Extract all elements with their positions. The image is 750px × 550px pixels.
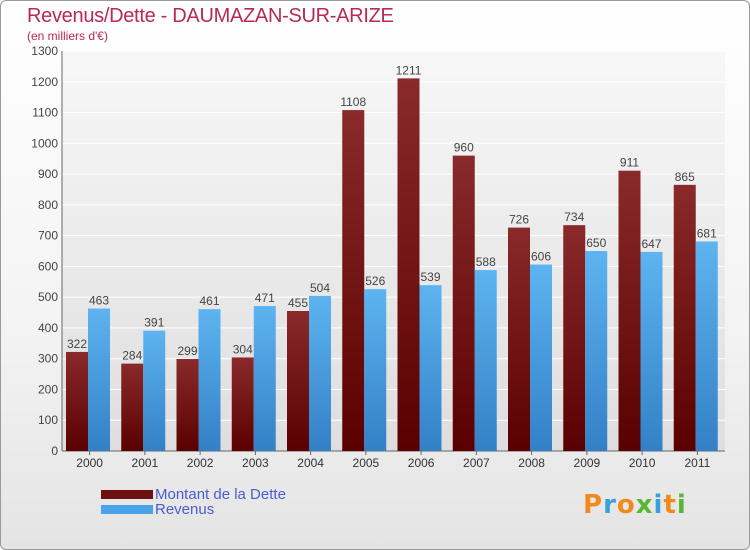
y-tick-label: 100 <box>38 413 58 427</box>
legend-swatch-revenue <box>101 505 153 514</box>
bar-revenue-2010 <box>640 251 663 451</box>
y-tick-label: 500 <box>38 290 58 304</box>
bar-debt-2011 <box>673 184 696 451</box>
bar-revenue-2008 <box>530 264 552 451</box>
data-label-debt-2009: 734 <box>564 210 584 224</box>
legend-swatch-debt <box>101 490 153 499</box>
bar-revenue-2005 <box>364 289 387 451</box>
bar-debt-2007 <box>452 155 475 451</box>
data-label-debt-2011: 865 <box>675 170 695 184</box>
data-label-debt-2002: 299 <box>177 344 197 358</box>
logo-letter: P <box>583 490 604 520</box>
x-tick-label-2011: 2011 <box>684 456 710 470</box>
bar-debt-2000 <box>66 351 88 451</box>
x-tick-label-2002: 2002 <box>187 456 214 470</box>
y-tick-label: 0 <box>51 444 58 458</box>
data-label-revenue-2003: 471 <box>255 291 275 305</box>
legend-label-revenue: Revenus <box>155 501 215 518</box>
bar-debt-2010 <box>618 170 641 451</box>
x-tick-label-2010: 2010 <box>629 456 656 470</box>
logo-letter: t <box>663 490 677 520</box>
bar-debt-2002 <box>176 359 199 451</box>
x-tick-label-2003: 2003 <box>242 456 269 470</box>
bar-revenue-2000 <box>88 308 110 451</box>
bar-debt-2001 <box>121 363 144 451</box>
data-label-revenue-2001: 391 <box>144 316 164 330</box>
bar-debt-2006 <box>397 78 420 451</box>
bar-debt-2005 <box>342 110 365 452</box>
bar-debt-2009 <box>563 225 586 451</box>
y-tick-label: 1200 <box>31 75 58 89</box>
data-label-revenue-2007: 588 <box>476 255 496 269</box>
plot-area <box>62 51 725 451</box>
y-tick-label: 900 <box>38 167 58 181</box>
logo-letter: i <box>676 490 687 520</box>
bar-revenue-2007 <box>474 270 497 451</box>
data-label-revenue-2002: 461 <box>199 294 219 308</box>
data-label-revenue-2009: 650 <box>586 236 606 250</box>
x-tick-label-2009: 2009 <box>574 456 601 470</box>
data-label-revenue-2004: 504 <box>310 281 330 295</box>
data-label-revenue-2005: 526 <box>365 274 385 288</box>
x-tick-label-2005: 2005 <box>353 456 380 470</box>
bar-revenue-2003 <box>253 306 276 451</box>
data-label-debt-2010: 911 <box>620 156 639 170</box>
data-label-revenue-2008: 606 <box>531 250 551 264</box>
data-label-debt-2005: 1108 <box>340 95 366 109</box>
y-tick-label: 800 <box>38 198 58 212</box>
x-tick-label-2008: 2008 <box>518 456 545 470</box>
logo-letter: r <box>603 490 617 520</box>
y-tick-label: 600 <box>38 259 58 273</box>
y-tick-label: 300 <box>38 352 58 366</box>
data-label-debt-2004: 455 <box>288 296 308 310</box>
data-label-debt-2003: 304 <box>233 342 253 356</box>
data-label-debt-2006: 1211 <box>396 63 422 77</box>
x-tick-label-2006: 2006 <box>408 456 435 470</box>
chart-subtitle: (en milliers d'€) <box>27 29 108 43</box>
y-tick-label: 1000 <box>31 136 58 150</box>
bar-revenue-2011 <box>695 241 718 451</box>
bar-revenue-2004 <box>309 295 331 451</box>
y-tick-label: 1100 <box>32 106 58 120</box>
chart-title: Revenus/Dette - DAUMAZAN-SUR-ARIZE <box>27 5 394 27</box>
data-label-revenue-2010: 647 <box>641 237 661 251</box>
proxiti-logo: Proxiti <box>583 490 687 520</box>
data-label-debt-2007: 960 <box>454 141 474 155</box>
x-tick-label-2000: 2000 <box>76 456 103 470</box>
bar-debt-2008 <box>508 227 530 451</box>
y-tick-label: 400 <box>38 321 58 335</box>
x-tick-label-2007: 2007 <box>463 456 490 470</box>
data-label-debt-2008: 726 <box>509 213 529 227</box>
logo-letter: x <box>635 490 654 520</box>
y-tick-label: 200 <box>38 382 58 396</box>
logo-letter: o <box>616 490 636 520</box>
bar-revenue-2009 <box>585 251 608 451</box>
data-label-revenue-2000: 463 <box>89 294 109 308</box>
data-label-revenue-2011: 681 <box>697 226 717 240</box>
bar-revenue-2001 <box>143 330 166 451</box>
y-tick-label: 700 <box>38 229 58 243</box>
data-label-debt-2000: 322 <box>67 337 87 351</box>
bar-debt-2004 <box>287 311 309 451</box>
legend-label-debt: Montant de la Dette <box>155 486 286 503</box>
data-label-revenue-2006: 539 <box>420 270 440 284</box>
y-tick-label: 1300 <box>31 44 58 58</box>
x-tick-label-2001: 2001 <box>132 456 159 470</box>
data-label-debt-2001: 284 <box>122 349 142 363</box>
x-tick-label-2004: 2004 <box>297 456 324 470</box>
bar-debt-2003 <box>231 357 254 451</box>
logo-letter: i <box>653 490 664 520</box>
bar-revenue-2002 <box>198 309 221 451</box>
bar-revenue-2006 <box>419 285 442 451</box>
